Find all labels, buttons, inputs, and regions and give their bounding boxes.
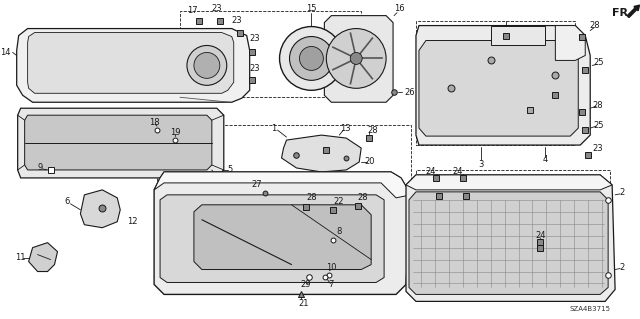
Text: 21: 21: [298, 299, 308, 308]
Polygon shape: [282, 135, 361, 172]
Text: 7: 7: [328, 280, 334, 289]
Text: 28: 28: [368, 126, 378, 135]
Text: SZA4B3715: SZA4B3715: [569, 306, 610, 312]
Text: 25: 25: [593, 121, 604, 130]
Polygon shape: [81, 190, 120, 228]
Text: 27: 27: [252, 180, 262, 189]
Text: 13: 13: [340, 124, 351, 133]
Bar: [157, 125, 411, 285]
Text: 15: 15: [306, 4, 317, 13]
Text: 24: 24: [426, 167, 436, 176]
Polygon shape: [17, 29, 250, 102]
Polygon shape: [160, 195, 384, 282]
Polygon shape: [28, 33, 234, 93]
Text: 11: 11: [15, 253, 26, 262]
Text: 14: 14: [0, 48, 11, 57]
Circle shape: [187, 46, 227, 85]
Text: 5: 5: [227, 166, 232, 174]
Circle shape: [280, 26, 343, 90]
Text: 2: 2: [620, 263, 625, 272]
Text: 19: 19: [170, 128, 180, 137]
Circle shape: [289, 37, 333, 80]
Text: 6: 6: [65, 197, 70, 206]
Text: 29: 29: [300, 280, 310, 289]
Text: 22: 22: [333, 197, 344, 206]
Text: 18: 18: [148, 118, 159, 127]
Text: 3: 3: [478, 160, 483, 169]
Polygon shape: [409, 192, 608, 294]
Text: 17: 17: [187, 6, 197, 15]
Text: FR.: FR.: [612, 8, 632, 18]
Text: 24: 24: [452, 167, 463, 176]
Text: 25: 25: [593, 58, 604, 67]
Text: 2: 2: [620, 188, 625, 197]
Polygon shape: [419, 41, 579, 136]
Text: 23: 23: [211, 4, 222, 13]
Polygon shape: [556, 26, 585, 60]
Bar: [416, 170, 610, 294]
Text: 16: 16: [394, 4, 404, 13]
Text: 23: 23: [232, 16, 242, 25]
Circle shape: [300, 47, 323, 70]
Text: 23: 23: [593, 144, 604, 152]
Bar: [416, 21, 575, 145]
Text: 28: 28: [358, 193, 369, 202]
Polygon shape: [406, 175, 612, 190]
Polygon shape: [491, 26, 545, 46]
Polygon shape: [324, 16, 393, 102]
Text: 23: 23: [250, 64, 260, 73]
Text: 26: 26: [404, 88, 415, 97]
Polygon shape: [194, 205, 371, 270]
Circle shape: [350, 52, 362, 64]
Circle shape: [194, 52, 220, 78]
Text: 12: 12: [127, 217, 138, 226]
Text: 28: 28: [306, 193, 317, 202]
Circle shape: [326, 29, 386, 88]
Polygon shape: [154, 172, 411, 198]
FancyArrow shape: [627, 5, 639, 18]
Polygon shape: [25, 115, 212, 170]
Polygon shape: [416, 26, 590, 145]
Polygon shape: [154, 172, 411, 294]
Text: 28: 28: [593, 101, 604, 110]
Polygon shape: [406, 175, 615, 301]
Text: 24: 24: [535, 231, 546, 240]
Text: 10: 10: [326, 263, 337, 272]
Polygon shape: [18, 108, 224, 178]
Text: 20: 20: [364, 158, 374, 167]
Bar: [180, 11, 361, 97]
Text: 8: 8: [337, 227, 342, 236]
Text: 1: 1: [271, 124, 276, 133]
Polygon shape: [29, 243, 58, 271]
Text: 9: 9: [38, 163, 44, 173]
Text: 4: 4: [543, 155, 548, 165]
Text: 23: 23: [250, 34, 260, 43]
Text: 28: 28: [590, 21, 600, 30]
